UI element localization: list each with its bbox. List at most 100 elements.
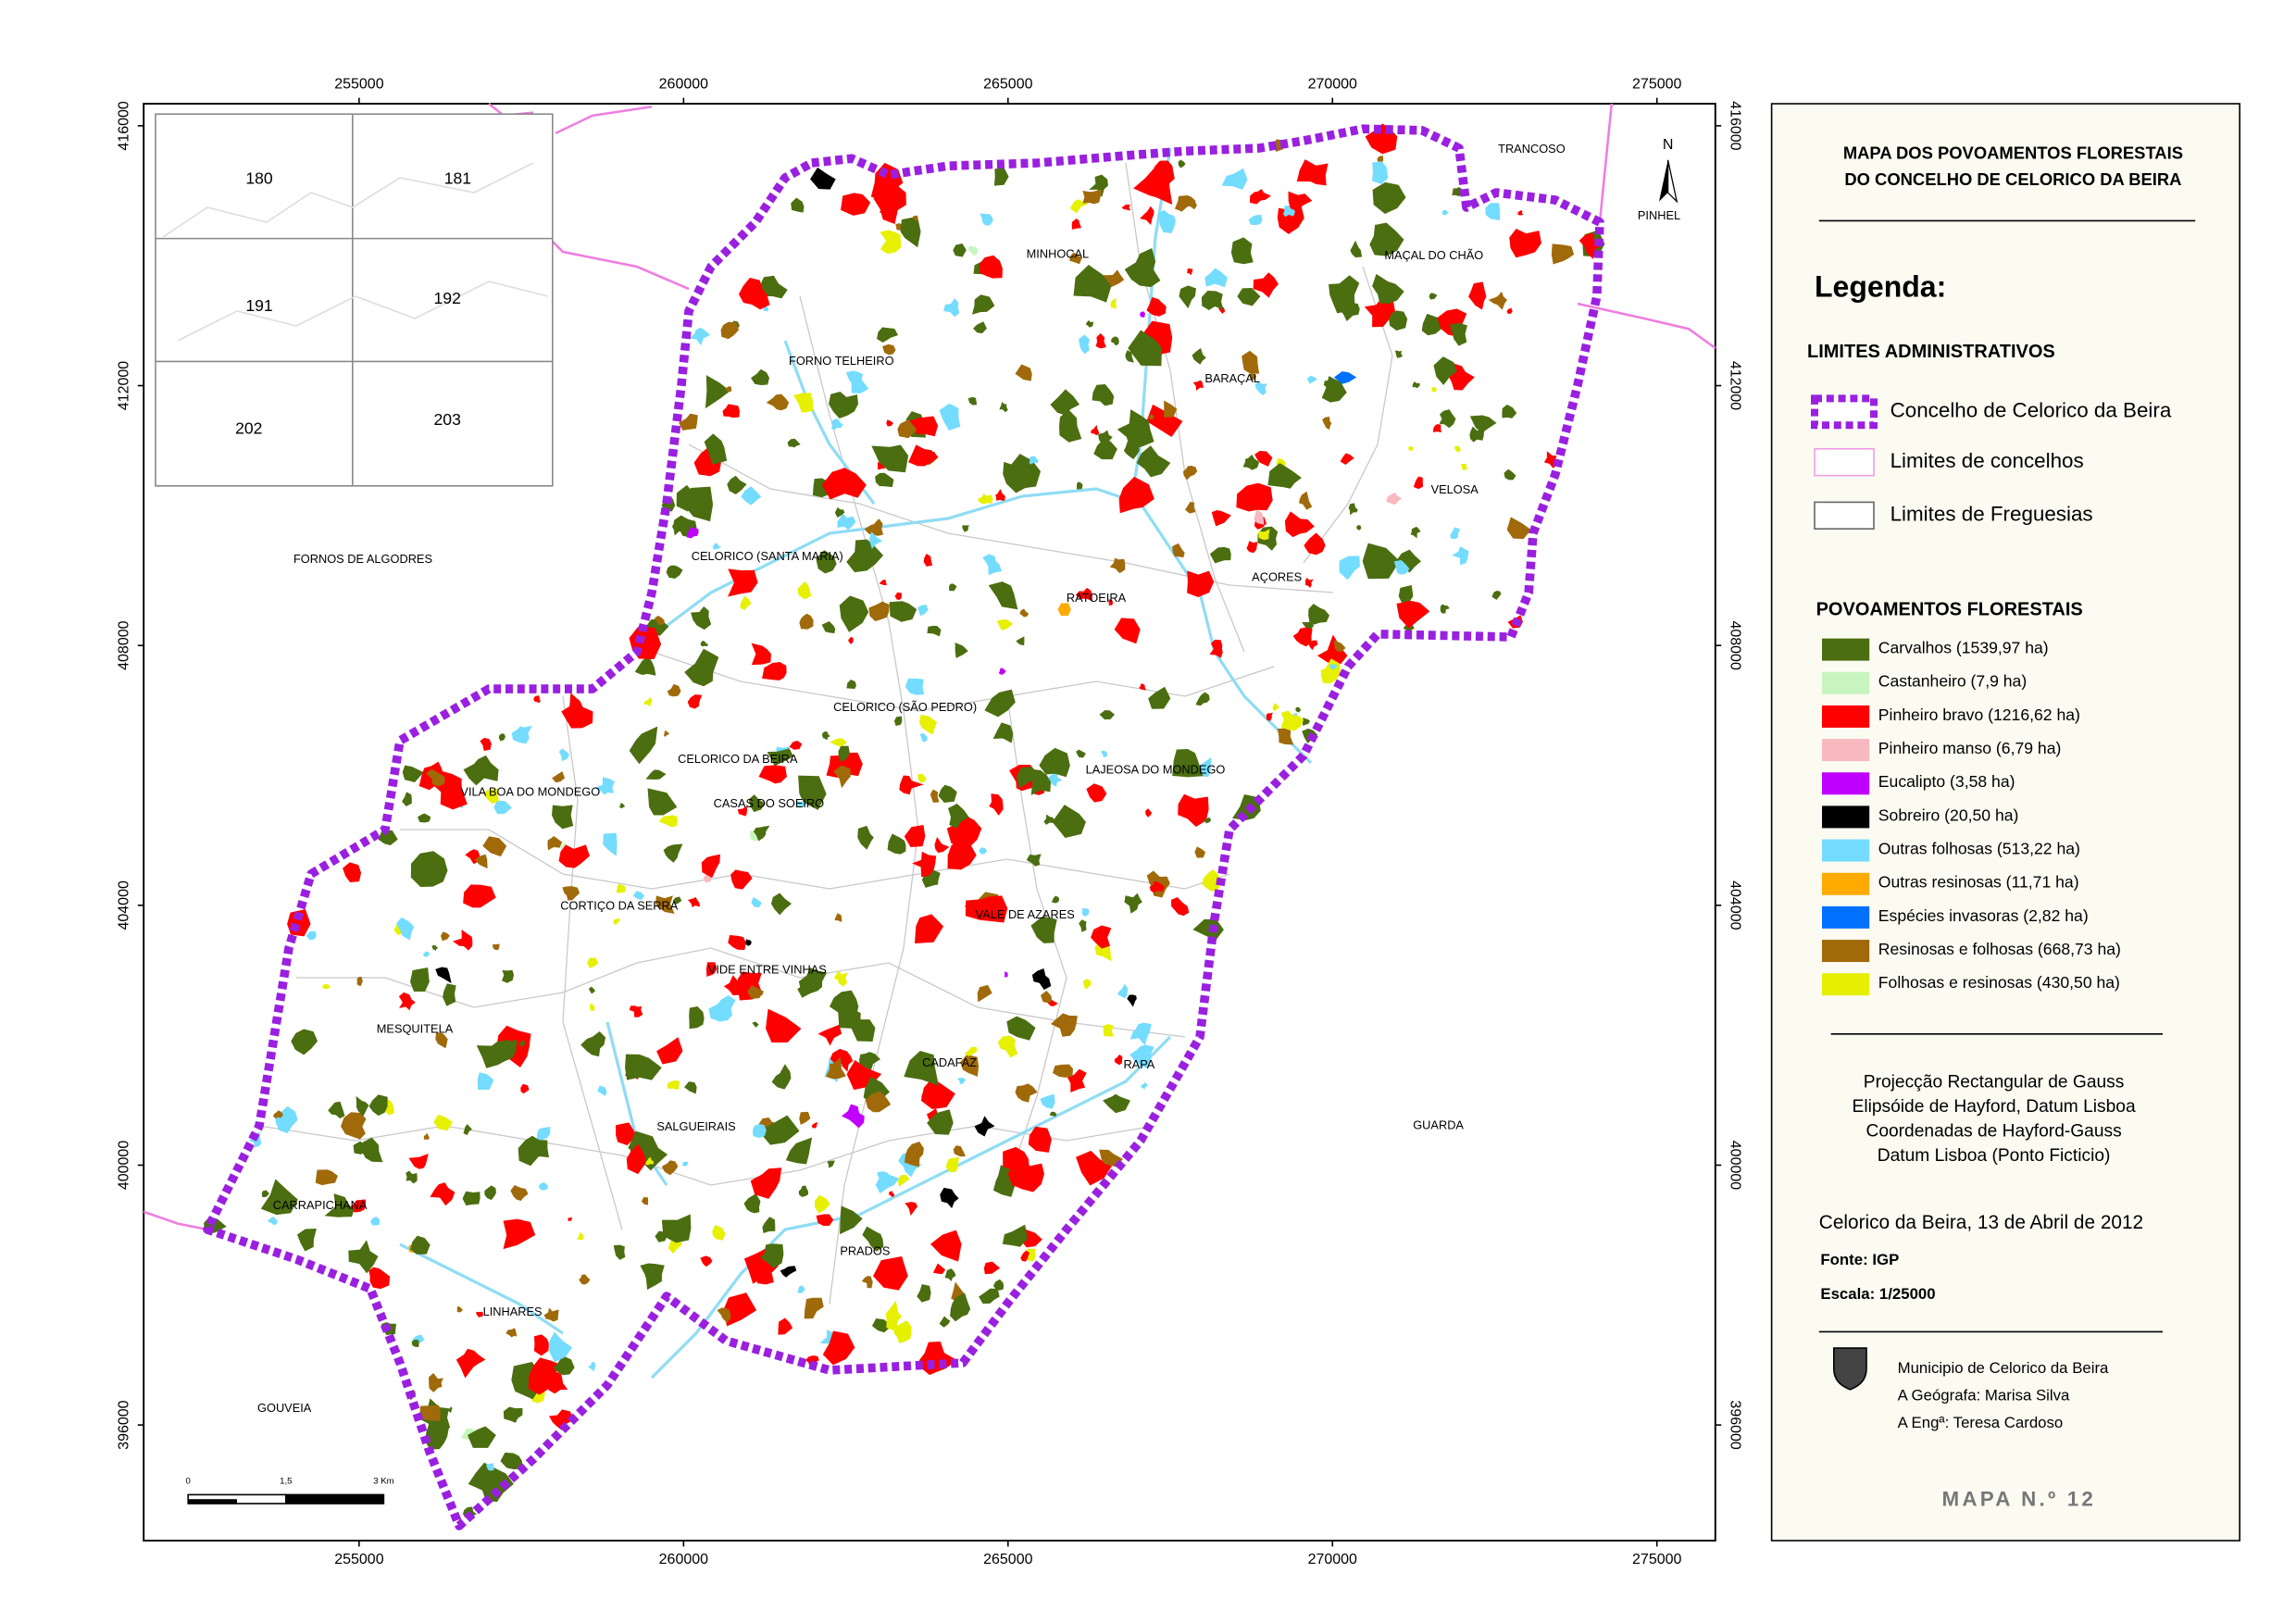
forest-patch: [1127, 994, 1137, 1007]
forest-patch: [1100, 750, 1108, 758]
place-label: MAÇAL DO CHÃO: [1384, 248, 1483, 262]
forest-patch: [418, 1405, 441, 1421]
forest-patch: [1020, 1250, 1029, 1262]
x-tick-label: 255000: [334, 76, 383, 92]
parish-boundary: [562, 695, 623, 1230]
forest-patch: [1296, 159, 1329, 186]
forest-patch: [1395, 549, 1422, 573]
forest-patch: [1111, 336, 1119, 346]
place-label: MESQUITELA: [377, 1021, 454, 1035]
forest-patch: [798, 1185, 808, 1197]
forest-patch: [682, 1161, 689, 1167]
forest-patch: [873, 1255, 908, 1291]
forest-patch: [1041, 990, 1052, 1004]
place-label: FORNO TELHEIRO: [789, 354, 894, 368]
forest-patch: [647, 788, 678, 816]
forest-patch: [1372, 181, 1406, 215]
forest-patch: [1121, 204, 1131, 211]
forest-patch: [1201, 290, 1224, 311]
forest-patch: [927, 625, 942, 637]
forest-patch: [689, 1006, 705, 1030]
legend-label: Pinheiro bravo (1216,62 ha): [1878, 705, 2080, 724]
inset-label: 181: [444, 169, 471, 187]
forest-patch: [1140, 206, 1154, 226]
forest-patch: [1248, 214, 1263, 226]
forest-patch: [356, 1095, 369, 1117]
forest-patch: [626, 1143, 646, 1175]
forest-patch: [1316, 634, 1348, 665]
forest-patch: [561, 693, 593, 729]
forest-patch: [343, 862, 362, 882]
forest-patch: [953, 243, 967, 257]
legend-heading: Legenda:: [1815, 269, 1946, 303]
forest-patch: [1015, 364, 1032, 381]
forest-patch: [904, 1141, 924, 1167]
legend-swatch: [1822, 905, 1870, 929]
forest-patch: [402, 792, 412, 807]
forest-patch: [1204, 817, 1212, 824]
forest-patch: [992, 722, 1014, 743]
forest-patch: [1551, 243, 1575, 265]
forest-patch: [728, 568, 758, 597]
forest-patch: [484, 1185, 496, 1201]
forest-patch: [767, 748, 793, 767]
forest-patch: [712, 1225, 726, 1241]
forest-patches: [204, 123, 1605, 1520]
place-label: LINHARES: [483, 1305, 543, 1318]
forest-patch: [1254, 451, 1273, 467]
place-label: BARAÇAL: [1204, 371, 1260, 385]
forest-patch: [887, 833, 906, 855]
forest-patch: [1413, 476, 1424, 490]
forest-patch: [893, 1320, 912, 1343]
forest-patch: [1502, 404, 1517, 418]
forest-patch: [410, 967, 430, 993]
forest-patch: [632, 891, 644, 901]
place-label: VALE DE AZARES: [976, 907, 1075, 921]
forest-patch: [944, 1268, 956, 1282]
projection-line: Projecção Rectangular de Gauss: [1864, 1073, 2125, 1092]
forest-patch: [1433, 356, 1457, 386]
forest-patch: [528, 1357, 561, 1395]
forest-patch: [830, 418, 844, 431]
y-tick-label: 396000: [117, 1400, 132, 1449]
forest-patch: [1098, 430, 1113, 445]
place-label: VELOSA: [1431, 482, 1479, 496]
forest-patch: [558, 844, 590, 868]
forest-patch: [1389, 310, 1408, 331]
forest-patch: [441, 931, 450, 942]
place-label: GUARDA: [1413, 1117, 1464, 1131]
forest-patch: [886, 419, 893, 427]
forest-patch: [1396, 600, 1430, 629]
legend-section-title: POVOAMENTOS FLORESTAIS: [1816, 600, 2083, 620]
forest-patch: [613, 918, 620, 926]
place-label: PINHEL: [1638, 208, 1680, 222]
forest-patch: [435, 1031, 448, 1049]
forest-patch: [1039, 747, 1070, 778]
forest-patch: [798, 967, 828, 993]
forest-patch: [1067, 1068, 1087, 1093]
forest-patch: [882, 343, 896, 356]
forest-patch: [897, 1174, 910, 1187]
forest-patch: [1410, 526, 1421, 539]
forest-patch: [770, 893, 792, 916]
x-tick-label: 260000: [659, 76, 708, 92]
forest-patch: [743, 1193, 761, 1214]
forest-patch: [468, 1462, 514, 1503]
forest-patch: [1095, 333, 1106, 349]
forest-patch: [738, 278, 770, 310]
forest-patch: [1093, 440, 1117, 460]
forest-patch: [750, 1167, 782, 1199]
scale-bar-segment: [285, 1493, 385, 1504]
forest-patch: [476, 1311, 483, 1317]
legend-swatch: [1822, 940, 1870, 963]
forest-patch: [912, 215, 918, 222]
legend-section-title: LIMITES ADMINISTRATIVOS: [1807, 342, 2055, 362]
river: [651, 487, 1313, 765]
forest-patch: [893, 716, 903, 727]
forest-patch: [1209, 639, 1223, 658]
forest-patch: [568, 1217, 573, 1221]
scale-label: 0: [186, 1477, 191, 1487]
forest-patch: [1030, 768, 1052, 795]
forest-patch: [979, 255, 1003, 279]
forest-patch: [1019, 608, 1029, 618]
